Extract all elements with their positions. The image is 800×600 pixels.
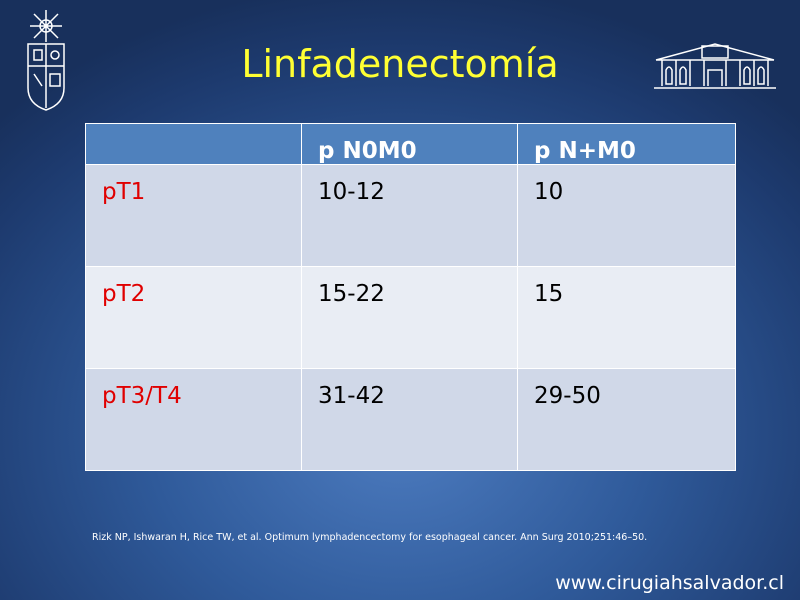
table-row: pT2 15-22 15 — [85, 266, 736, 369]
university-emblem — [27, 10, 65, 111]
data-table: p N0M0 p N+M0 pT1 10-12 10 pT2 15-22 15 pT3/T4… — [85, 123, 736, 471]
building-logo — [654, 43, 776, 89]
citation: Rizk NP, Ishwaran H, Rice TW, et al. Opt… — [92, 532, 648, 543]
header-cell: p N+M0 — [517, 123, 736, 165]
table-cell: 10-12 — [301, 164, 518, 267]
table-cell: 10 — [517, 164, 736, 267]
table-cell: 15-22 — [301, 266, 518, 369]
header-cell: p N0M0 — [301, 123, 518, 165]
header-row: p N0M0 p N+M0 — [85, 123, 736, 165]
slide-title: Linfadenectomía — [241, 42, 559, 86]
header-cell — [85, 123, 302, 165]
table-cell: 31-42 — [301, 368, 518, 471]
row-label: pT3/T4 — [85, 368, 302, 471]
table-row: pT3/T4 31-42 29-50 — [85, 368, 736, 471]
table-cell: 15 — [517, 266, 736, 369]
row-label: pT1 — [85, 164, 302, 267]
row-label: pT2 — [85, 266, 302, 369]
table-row: pT1 10-12 10 — [85, 164, 736, 267]
table-cell: 29-50 — [517, 368, 736, 471]
footer-url: www.cirugiahsalvador.cl — [555, 572, 784, 594]
